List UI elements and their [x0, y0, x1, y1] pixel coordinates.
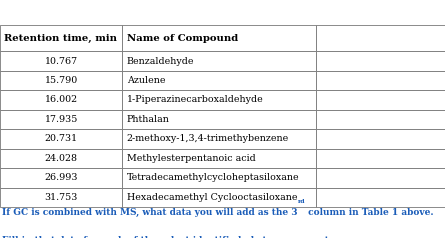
- Text: 15.790: 15.790: [44, 76, 78, 85]
- Bar: [122, 51, 316, 71]
- Bar: [0, 149, 122, 168]
- Bar: [316, 168, 445, 188]
- Text: Hexadecamethyl Cyclooctasiloxane: Hexadecamethyl Cyclooctasiloxane: [127, 193, 297, 202]
- Bar: [122, 110, 316, 129]
- Text: Methylesterpentanoic acid: Methylesterpentanoic acid: [127, 154, 255, 163]
- Bar: [122, 71, 316, 90]
- Text: 31.753: 31.753: [44, 193, 78, 202]
- Bar: [316, 129, 445, 149]
- Bar: [316, 51, 445, 71]
- Text: 16.002: 16.002: [44, 95, 78, 104]
- Bar: [316, 71, 445, 90]
- Text: 2-methoxy-1,3,4-trimethybenzene: 2-methoxy-1,3,4-trimethybenzene: [127, 134, 289, 144]
- Text: Retention time, min: Retention time, min: [4, 34, 117, 43]
- Bar: [122, 188, 316, 207]
- Bar: [0, 188, 122, 207]
- Bar: [122, 129, 316, 149]
- Bar: [0, 51, 122, 71]
- Text: Fill in that data for each of the select identified phytocomponents.: Fill in that data for each of the select…: [2, 236, 337, 238]
- Bar: [316, 90, 445, 110]
- Bar: [122, 168, 316, 188]
- Text: 24.028: 24.028: [44, 154, 78, 163]
- Bar: [0, 129, 122, 149]
- Text: Name of Compound: Name of Compound: [127, 34, 238, 43]
- Text: 20.731: 20.731: [44, 134, 78, 144]
- Bar: [0, 168, 122, 188]
- Text: Tetradecamethylcycloheptasiloxane: Tetradecamethylcycloheptasiloxane: [127, 173, 299, 182]
- Bar: [0, 71, 122, 90]
- Bar: [0, 25, 122, 51]
- Bar: [316, 149, 445, 168]
- Bar: [316, 188, 445, 207]
- Bar: [316, 25, 445, 51]
- Bar: [122, 25, 316, 51]
- Text: 1-Piperazinecarboxaldehyde: 1-Piperazinecarboxaldehyde: [127, 95, 263, 104]
- Text: Benzaldehyde: Benzaldehyde: [127, 56, 194, 65]
- Text: column in Table 1 above.: column in Table 1 above.: [305, 208, 434, 217]
- Text: Phthalan: Phthalan: [127, 115, 170, 124]
- Bar: [122, 149, 316, 168]
- Text: 26.993: 26.993: [44, 173, 78, 182]
- Text: If GC is combined with MS, what data you will add as the 3: If GC is combined with MS, what data you…: [2, 208, 298, 217]
- Bar: [0, 90, 122, 110]
- Text: 17.935: 17.935: [44, 115, 78, 124]
- Text: rd: rd: [298, 199, 305, 204]
- Bar: [316, 110, 445, 129]
- Text: 10.767: 10.767: [44, 56, 78, 65]
- Bar: [0, 110, 122, 129]
- Bar: [122, 90, 316, 110]
- Text: Azulene: Azulene: [127, 76, 166, 85]
